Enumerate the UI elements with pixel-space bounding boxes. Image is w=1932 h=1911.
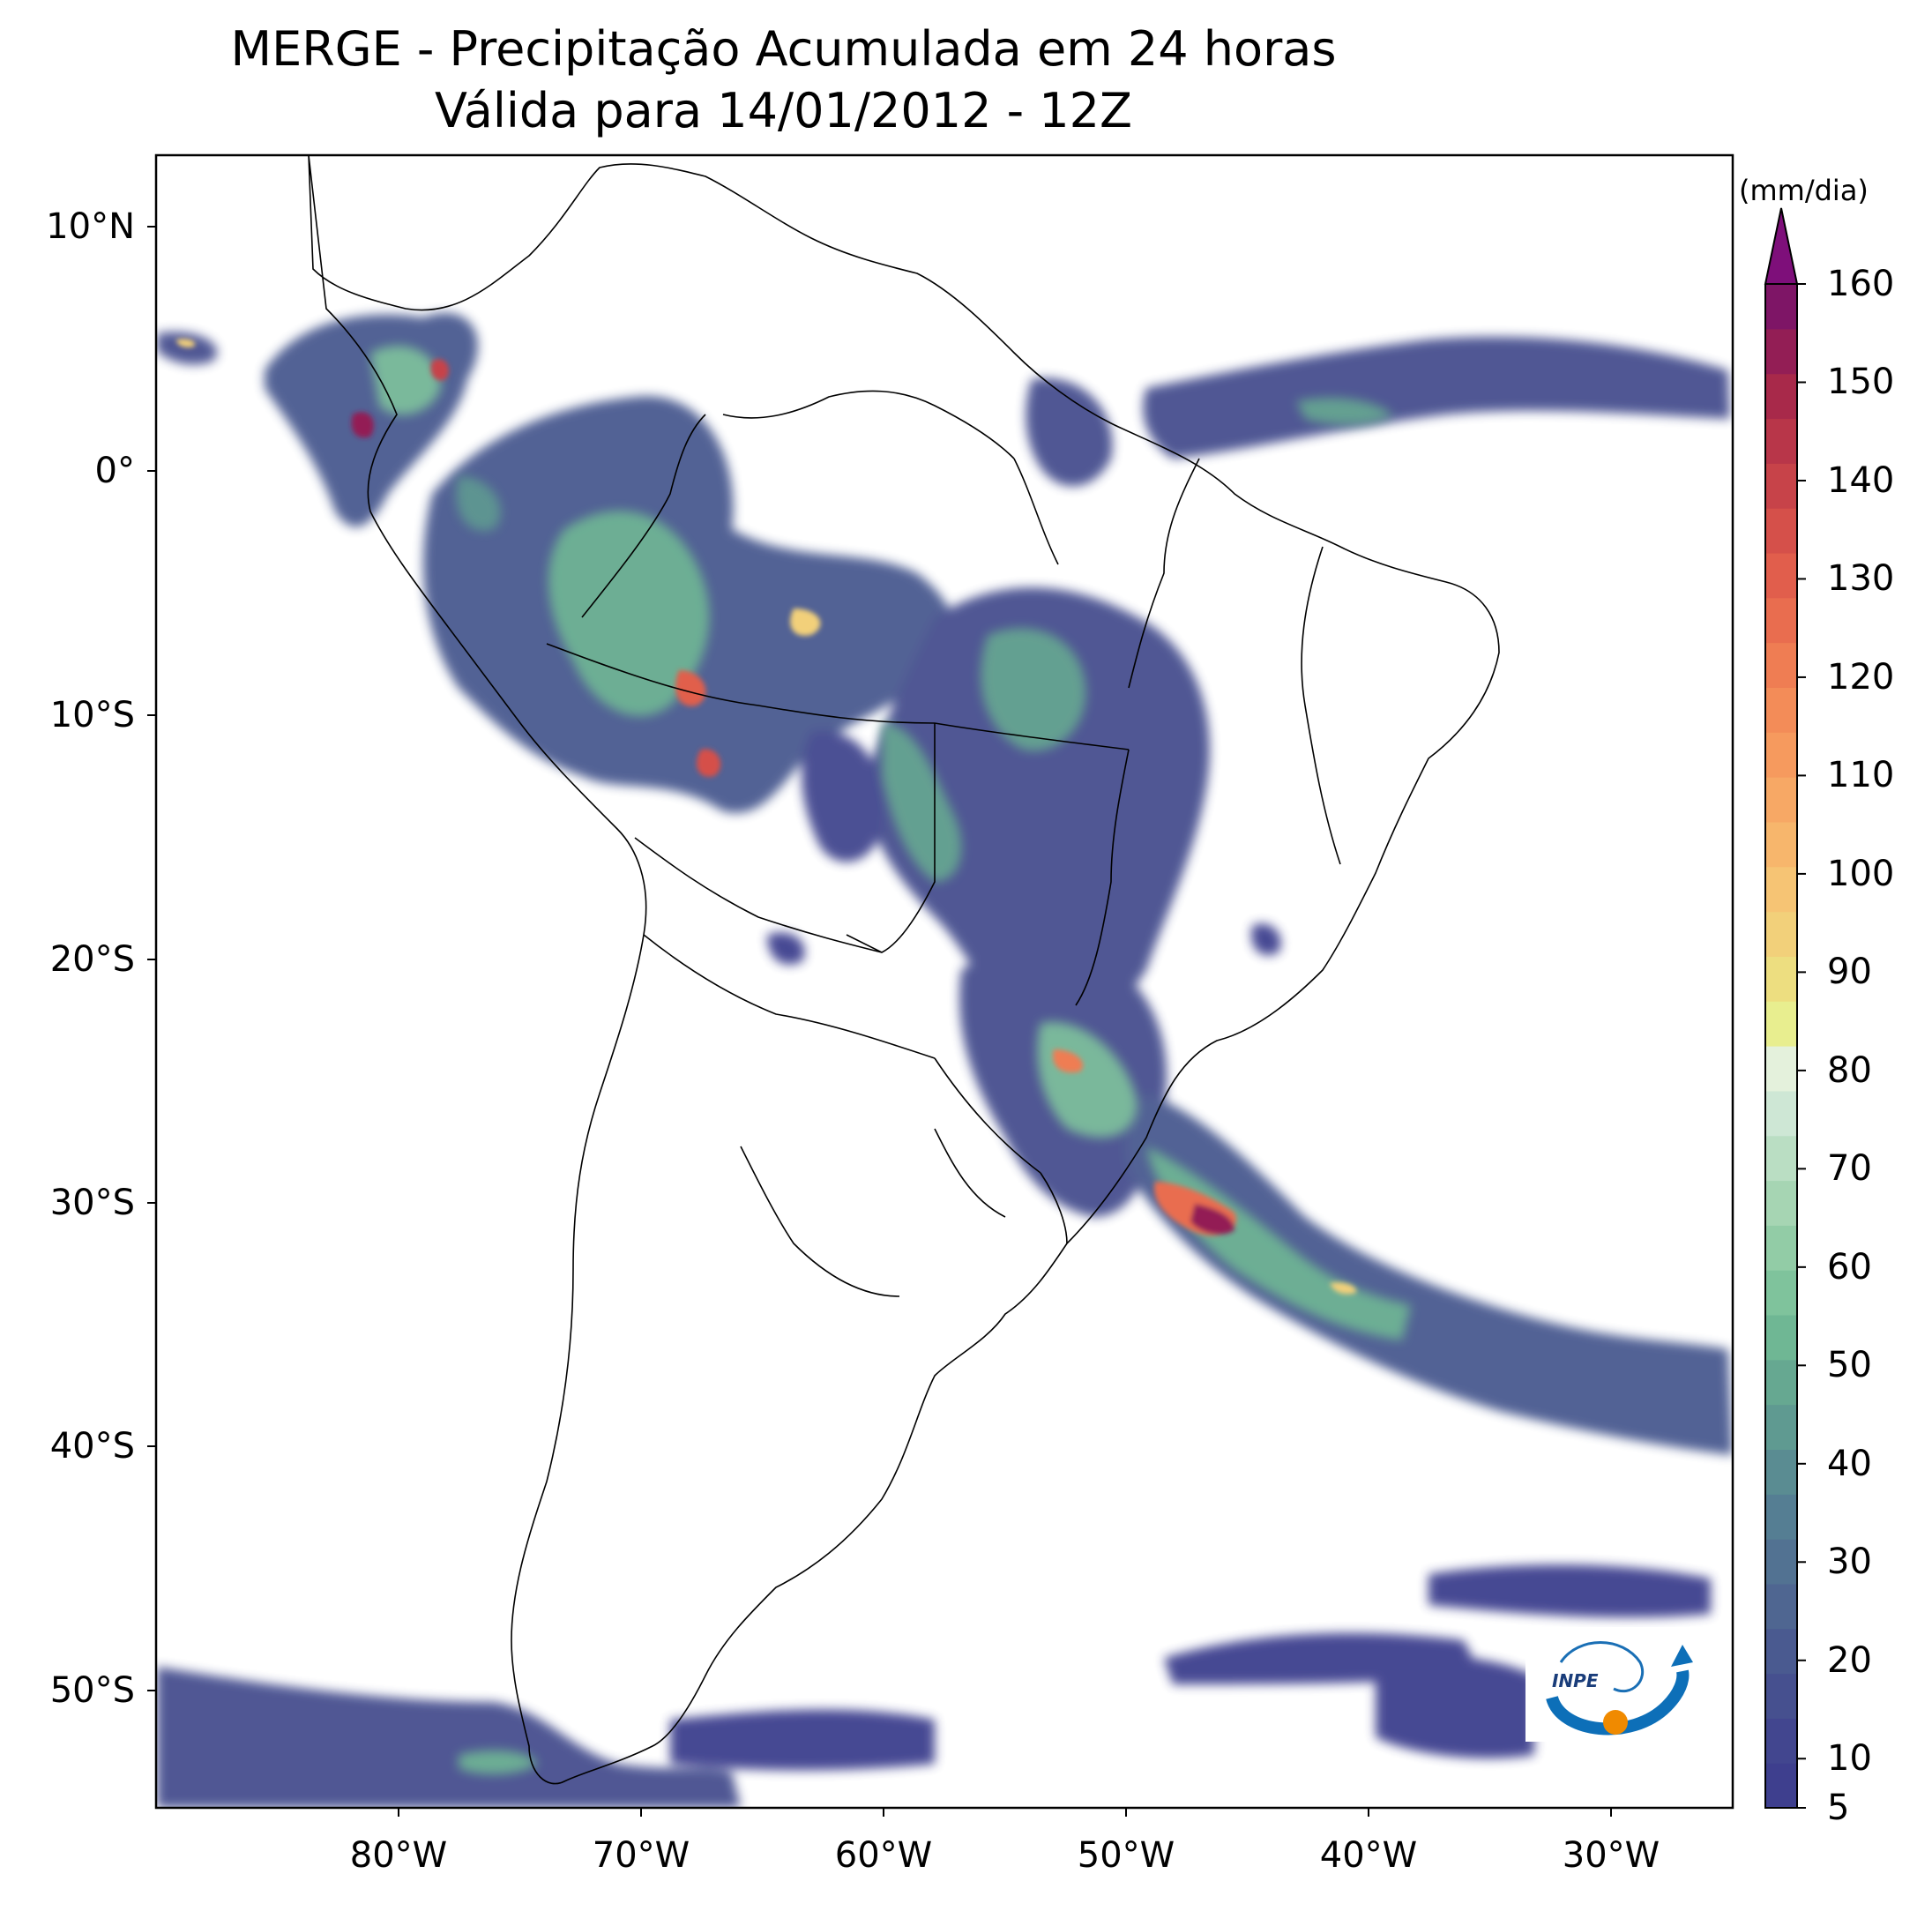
colorbar-segment [1765, 552, 1797, 599]
colorbar-segment [1765, 1135, 1797, 1182]
lon-label-70w: 70°W [592, 1835, 690, 1876]
lat-label-40s: 40°S [49, 1426, 135, 1467]
colorbar-unit: (mm/dia) [1739, 174, 1869, 207]
colorbar-segment [1765, 956, 1797, 1002]
lon-label-80w: 80°W [349, 1835, 448, 1876]
lat-label-50s: 50°S [49, 1670, 135, 1711]
map-subtitle: Válida para 14/01/2012 - 12Z [435, 83, 1132, 138]
coastlines-and-borders [308, 155, 1500, 1785]
colorbar-segment [1765, 911, 1797, 957]
colorbar-segment [1765, 732, 1797, 778]
colorbar-tick-label: 140 [1827, 459, 1895, 501]
lat-label-0: 0° [94, 451, 135, 491]
colorbar-tick-label: 70 [1827, 1148, 1872, 1190]
lon-label-60w: 60°W [834, 1835, 933, 1876]
colorbar-tick-label: 30 [1827, 1541, 1872, 1583]
lat-label-10n: 10°N [46, 206, 135, 247]
colorbar-segment [1765, 1583, 1797, 1630]
colorbar-segment [1765, 508, 1797, 554]
colorbar-extend-triangle [1764, 207, 1799, 285]
svg-text:INPE: INPE [1552, 1670, 1599, 1691]
colorbar-tick-label: 80 [1827, 1049, 1872, 1091]
colorbar-segment [1765, 1494, 1797, 1540]
colorbar-tick-label: 90 [1827, 952, 1872, 993]
precip-layer-low [157, 312, 1733, 1808]
colorbar-tick-label: 110 [1827, 755, 1895, 796]
map-title: MERGE - Precipitação Acumulada em 24 hor… [230, 21, 1337, 77]
colorbar-segment [1765, 1270, 1797, 1316]
colorbar-tick-label: 40 [1827, 1443, 1872, 1484]
colorbar-tick-label: 10 [1827, 1738, 1872, 1780]
colorbar-segment [1765, 866, 1797, 913]
colorbar-segment [1765, 777, 1797, 823]
colorbar-segment [1765, 1718, 1797, 1764]
colorbar-tick-label: 160 [1827, 264, 1895, 304]
lon-label-50w: 50°W [1077, 1835, 1175, 1876]
colorbar-segment [1765, 1628, 1797, 1675]
colorbar-frame [1764, 284, 1798, 1809]
colorbar-segment [1765, 1046, 1797, 1092]
colorbar-segment [1765, 463, 1797, 509]
colorbar-segment [1765, 328, 1797, 375]
colorbar-tick-label: 20 [1827, 1639, 1872, 1681]
colorbar-segment [1765, 1404, 1797, 1451]
lat-label-10s: 10°S [49, 695, 135, 735]
inpe-logo-icon: INPE [1546, 1641, 1693, 1736]
colorbar-segment [1765, 1673, 1797, 1719]
colorbar-segment [1765, 1359, 1797, 1406]
precipitation-field [157, 312, 1733, 1808]
plot-frame [154, 153, 1734, 1810]
colorbar-tick-label: 50 [1827, 1345, 1872, 1386]
colorbar-tick-label: 60 [1827, 1246, 1872, 1288]
colorbar-segment [1765, 1180, 1797, 1226]
colorbar [1764, 207, 1806, 1809]
lon-label-30w: 30°W [1562, 1835, 1660, 1876]
colorbar-segment [1765, 1225, 1797, 1271]
lon-label-40w: 40°W [1319, 1835, 1418, 1876]
colorbar-segment [1765, 1090, 1797, 1137]
colorbar-tick-label: 120 [1827, 656, 1895, 698]
colorbar-segment [1765, 642, 1797, 689]
lat-label-20s: 20°S [49, 939, 135, 980]
colorbar-segment [1765, 1539, 1797, 1585]
colorbar-segment [1765, 687, 1797, 733]
colorbar-tick-label: 100 [1827, 853, 1895, 894]
colorbar-segment [1765, 1763, 1797, 1809]
colorbar-segment [1765, 1449, 1797, 1495]
axis-ticks [147, 226, 1612, 1817]
colorbar-segment [1765, 1001, 1797, 1047]
inpe-logo: INPE [1525, 1627, 1711, 1742]
precip-layer-high [176, 339, 1357, 1295]
colorbar-segment [1765, 1314, 1797, 1361]
colorbar-segment [1765, 418, 1797, 464]
colorbar-tick-label: 130 [1827, 558, 1895, 600]
colorbar-tick-label: 5 [1827, 1788, 1850, 1828]
colorbar-segment [1765, 284, 1797, 330]
colorbar-tick-label: 150 [1827, 362, 1895, 403]
colorbar-segment [1765, 597, 1797, 644]
colorbar-segment [1765, 821, 1797, 868]
lat-label-30s: 30°S [49, 1183, 135, 1223]
colorbar-segment [1765, 373, 1797, 420]
